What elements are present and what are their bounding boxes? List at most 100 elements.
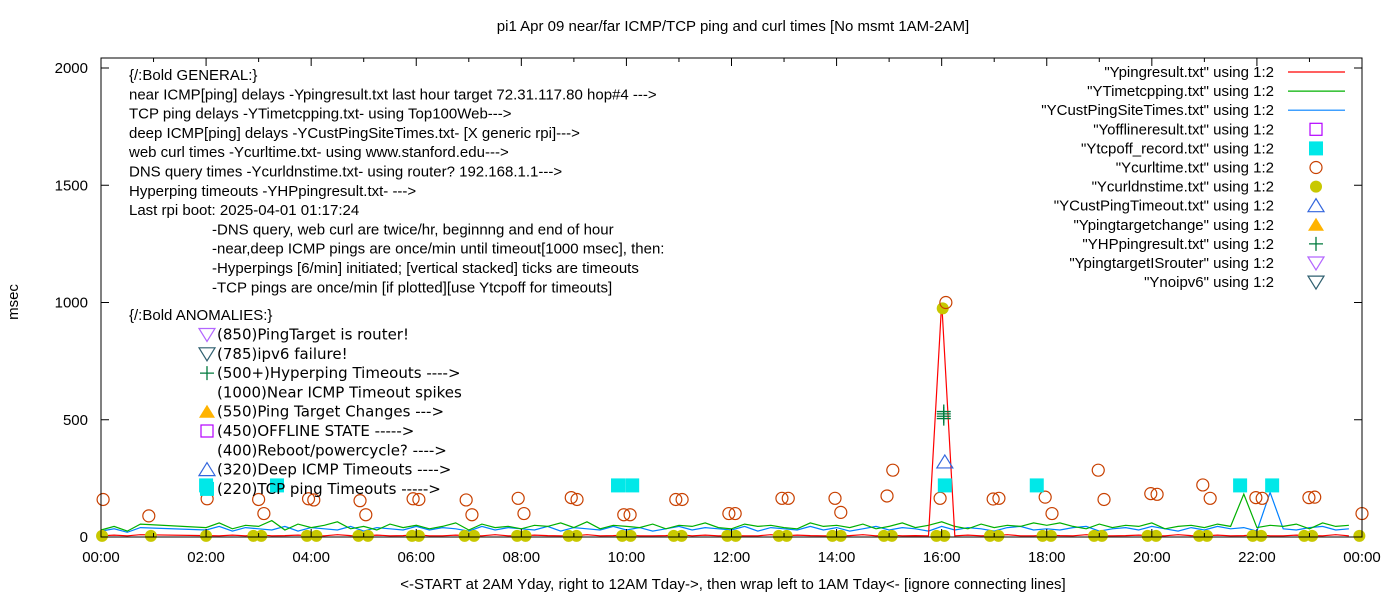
x-tick-label: 12:00	[713, 549, 751, 566]
curl-time-point	[886, 463, 900, 477]
curl-time-point	[1150, 487, 1164, 501]
curl-time-point	[728, 506, 742, 521]
dns-time-point	[1353, 529, 1366, 542]
anomaly-marker-icon	[200, 424, 214, 438]
dns-time-point	[144, 529, 157, 542]
tcp-timeout-point	[270, 478, 285, 493]
dns-time-point	[361, 529, 374, 542]
dns-time-point	[1306, 529, 1319, 542]
x-tick-label: 08:00	[503, 549, 541, 566]
annotation-general-line: near ICMP[ping] delays -Ypingresult.txt …	[129, 86, 657, 103]
legend-label: "YCustPingTimeout.txt" using 1:2	[1054, 198, 1274, 215]
dns-time-point	[826, 529, 839, 542]
annotation-anomaly-line: (850)PingTarget is router!	[217, 326, 409, 344]
annotation-general-line: -near,deep ICMP pings are once/min until…	[212, 241, 664, 258]
curl-time-point	[1144, 487, 1158, 501]
y-tick-label: 1000	[55, 295, 88, 312]
legend-marker-icon	[1309, 160, 1323, 175]
legend-marker-icon	[1308, 217, 1324, 231]
dns-time-point	[616, 529, 629, 542]
annotation-general-line: Last rpi boot: 2025-04-01 01:17:24	[129, 202, 359, 219]
x-tick-label: 10:00	[608, 549, 646, 566]
curl-time-point	[252, 492, 266, 507]
curl-time-point	[992, 491, 1006, 505]
curl-time-point	[517, 506, 531, 521]
annotation-general-line: web curl times -Ycurltime.txt- using www…	[128, 144, 509, 161]
annotation-anomaly-line: (320)Deep ICMP Timeouts ---->	[217, 461, 451, 479]
legend-label: "Yofflineresult.txt" using 1:2	[1093, 121, 1274, 138]
curl-time-point	[1249, 491, 1263, 505]
x-tick-label: 14:00	[818, 549, 856, 566]
dns-time-point	[834, 529, 847, 542]
custping-line	[100, 490, 1349, 533]
annotation-anomaly-line: (220)TCP ping Timeouts ----->	[217, 480, 441, 498]
y-tick-label: 500	[63, 412, 88, 429]
annotation-anomaly-line: (785)ipv6 failure!	[217, 345, 348, 363]
hyperping-timeout-point	[936, 404, 951, 419]
x-tick-label: 20:00	[1133, 549, 1171, 566]
dns-time-point	[468, 529, 481, 542]
dns-time-point	[255, 529, 268, 542]
x-tick-label: 04:00	[292, 549, 330, 566]
anomaly-marker-icon	[199, 404, 215, 418]
dns-time-point	[1246, 529, 1259, 542]
curl-time-point	[722, 506, 736, 521]
curl-time-point	[465, 508, 479, 522]
chart-title: pi1 Apr 09 near/far ICMP/TCP ping and cu…	[497, 18, 969, 35]
curl-time-point	[623, 508, 637, 522]
dns-time-point	[570, 529, 583, 542]
legend-label: "Ycurltime.txt" using 1:2	[1116, 160, 1274, 177]
annotation-general-line: -TCP pings are once/min [if plotted][use…	[212, 279, 612, 296]
dns-time-point	[458, 529, 471, 542]
curl-time-point	[1091, 463, 1105, 477]
tcp-timeout-point	[1265, 478, 1280, 493]
curl-time-point	[1097, 492, 1111, 507]
curl-time-point	[511, 491, 525, 505]
tcp-line	[100, 492, 1349, 532]
anomaly-marker-icon	[197, 347, 217, 362]
annotation-general-line: deep ICMP[ping] delays -YCustPingSiteTim…	[129, 125, 580, 142]
x-tick-label: 18:00	[1028, 549, 1066, 566]
curl-time-point	[301, 492, 316, 506]
curl-time-point	[1308, 490, 1322, 504]
curl-time-point	[353, 494, 367, 508]
dns-time-point	[624, 529, 637, 542]
curl-time-point	[1045, 506, 1059, 521]
annotation-anomaly-line: (1000)Near ICMP Timeout spikes	[217, 383, 462, 401]
x-axis-label: <-START at 2AM Yday, right to 12AM Tday-…	[400, 576, 1065, 593]
x-tick-label: 16:00	[923, 549, 961, 566]
x-tick-label: 02:00	[187, 549, 225, 566]
tcp-timeout-point	[1029, 478, 1044, 493]
annotation-anomaly-line: (400)Reboot/powercycle? ---->	[217, 441, 447, 459]
legend-label: "YHPpingresult.txt" using 1:2	[1082, 236, 1274, 253]
tcp-timeout-point	[611, 478, 626, 493]
tcp-timeout-point	[937, 478, 952, 493]
legend-label: "Ypingtargetchange" using 1:2	[1073, 217, 1274, 234]
dns-time-point	[1255, 529, 1268, 542]
dns-time-point	[519, 529, 532, 542]
curl-time-point	[675, 492, 689, 507]
curl-time-point	[775, 491, 789, 505]
curl-time-point	[828, 491, 842, 505]
legend-label: "Ycurldnstime.txt" using 1:2	[1092, 179, 1274, 196]
annotation-general-line: Hyperping timeouts -YHPpingresult.txt- -…	[129, 183, 416, 200]
dns-time-point	[721, 529, 734, 542]
x-tick-label: 00:00	[82, 549, 120, 566]
curl-time-point	[142, 509, 156, 523]
legend-marker-icon	[1309, 141, 1323, 156]
annotation-general-line: TCP ping delays -YTimetcpping.txt- using…	[129, 106, 512, 123]
dns-time-point	[885, 529, 898, 542]
dns-time-point	[352, 529, 365, 542]
curl-time-point	[307, 493, 321, 507]
legend-label: "Ynoipv6" using 1:2	[1144, 274, 1274, 291]
curl-time-point	[669, 492, 683, 507]
legend-label: "Ypingresult.txt" using 1:2	[1104, 64, 1274, 81]
legend-marker-icon	[1306, 275, 1326, 291]
x-tick-label: 22:00	[1238, 549, 1276, 566]
dns-time-point	[1095, 529, 1108, 542]
legend-marker-icon	[1309, 122, 1323, 136]
dns-time-point	[938, 529, 951, 542]
curl-time-point	[570, 492, 584, 507]
curl-time-point	[1038, 490, 1052, 504]
dns-time-point	[936, 302, 949, 315]
